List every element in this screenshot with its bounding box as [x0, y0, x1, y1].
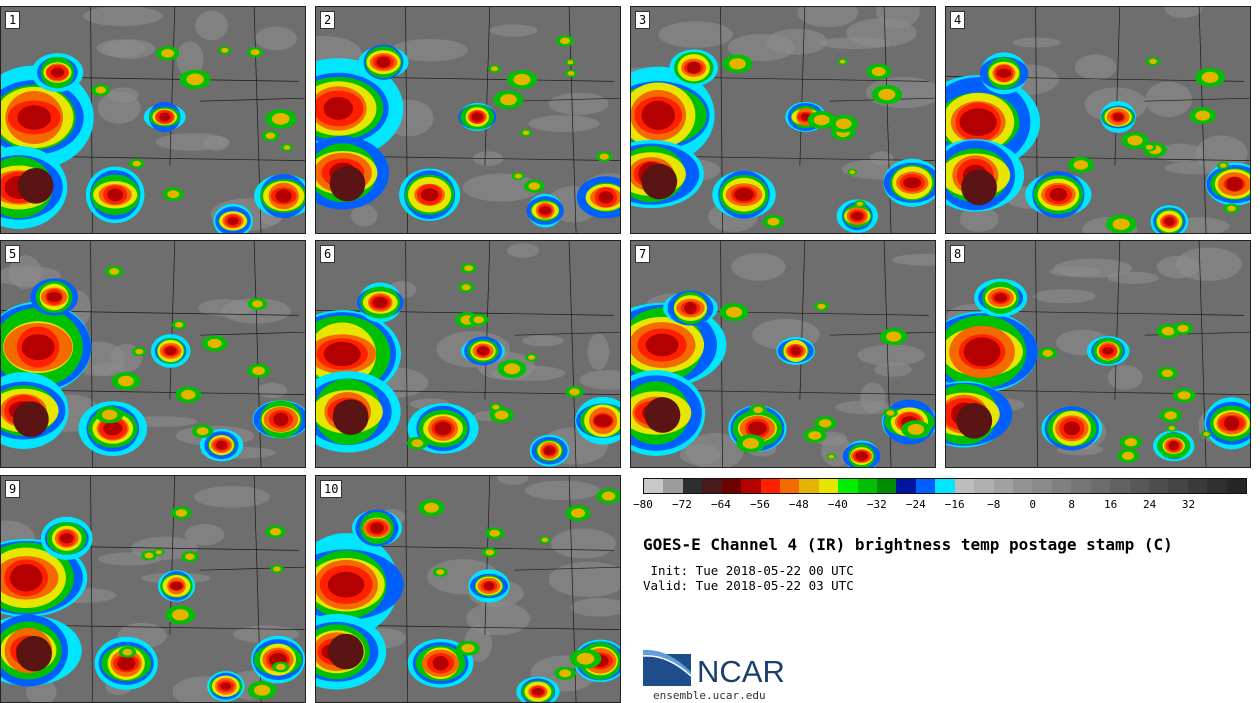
ncar-logo-icon: [643, 649, 692, 686]
colorbar-cell: [818, 479, 839, 493]
colorbar-cell: [1187, 479, 1208, 493]
panel-label: 2: [320, 11, 336, 29]
colorbar-cell: [663, 479, 683, 493]
colorbar-cell: [1032, 479, 1052, 493]
colorbar-cell: [799, 479, 819, 493]
panel-label: 10: [320, 480, 343, 498]
colorbar-cell: [1207, 479, 1227, 493]
colorbar: [643, 478, 1247, 494]
site-url: ensemble.ucar.edu: [653, 689, 766, 702]
colorbar-tick-label: −16: [944, 498, 965, 511]
panel-label: 4: [950, 11, 966, 29]
panel-label: 8: [950, 245, 966, 263]
stamp-panel-9: 9: [0, 475, 306, 703]
colorbar-cell: [741, 479, 761, 493]
ir-map-7: [631, 241, 935, 467]
ir-map-1: [1, 7, 305, 233]
stamp-panel-8: 8: [945, 240, 1251, 468]
colorbar-cell: [1168, 479, 1188, 493]
colorbar-cell: [877, 479, 897, 493]
ir-map-2: [316, 7, 620, 233]
colorbar-tick-label: 24: [1142, 498, 1157, 511]
colorbar-cell: [682, 479, 703, 493]
panel-label: 3: [635, 11, 651, 29]
colorbar-cell: [1051, 479, 1072, 493]
colorbar-cell: [721, 479, 742, 493]
colorbar-cell: [935, 479, 955, 493]
colorbar-tick-label: −64: [710, 498, 731, 511]
colorbar-tick-label: −40: [827, 498, 848, 511]
panel-label: 9: [5, 480, 21, 498]
colorbar-cell: [954, 479, 975, 493]
panel-label: 7: [635, 245, 651, 263]
colorbar-cell: [1013, 479, 1033, 493]
colorbar-ticks: −80 −72 −64 −56 −48 −40 −32 −24 −16 −8 0 8 16 24 32: [633, 496, 1247, 512]
colorbar-cell: [915, 479, 936, 493]
panel-label: 6: [320, 245, 336, 263]
stamp-panel-2: 2: [315, 6, 621, 234]
stamp-panel-7: 7: [630, 240, 936, 468]
stamp-panel-1: 1: [0, 6, 306, 234]
colorbar-tick-label: −72: [672, 498, 692, 511]
colorbar-cell: [974, 479, 994, 493]
colorbar-cell: [779, 479, 800, 493]
stamp-panel-10: 10: [315, 475, 621, 703]
ir-map-3: [631, 7, 935, 233]
colorbar-cell: [760, 479, 780, 493]
colorbar-cell: [644, 479, 664, 493]
colorbar-tick-label: −32: [866, 498, 887, 511]
colorbar-cell: [702, 479, 722, 493]
colorbar-cell: [896, 479, 916, 493]
colorbar-tick-label: 16: [1103, 498, 1118, 511]
ir-map-10: [316, 476, 620, 702]
ir-map-4: [946, 7, 1250, 233]
colorbar-tick-label: 32: [1181, 498, 1196, 511]
stamp-panel-3: 3: [630, 6, 936, 234]
colorbar-tick-label: 8: [1068, 498, 1075, 511]
stamp-panel-4: 4: [945, 6, 1251, 234]
ir-map-6: [316, 241, 620, 467]
colorbar-tick-label: −48: [788, 498, 809, 511]
colorbar-cell: [1110, 479, 1130, 493]
colorbar-cell: [1148, 479, 1169, 493]
colorbar-tick-label: −8: [987, 498, 1001, 511]
colorbar-cell: [857, 479, 878, 493]
ir-map-8: [946, 241, 1250, 467]
stamp-panel-6: 6: [315, 240, 621, 468]
ir-map-5: [1, 241, 305, 467]
stamp-panel-5: 5: [0, 240, 306, 468]
valid-time: Valid: Tue 2018-05-22 03 UTC: [643, 578, 854, 593]
colorbar-cell: [1226, 479, 1247, 493]
colorbar-cell: [1071, 479, 1091, 493]
ir-map-9: [1, 476, 305, 702]
colorbar-cell: [1090, 479, 1111, 493]
init-time: Init: Tue 2018-05-22 00 UTC: [643, 563, 854, 578]
logo-wordmark: NCAR: [697, 654, 785, 689]
panel-label: 1: [5, 11, 21, 29]
colorbar-cell: [993, 479, 1014, 493]
colorbar-tick-label: −80: [633, 498, 653, 511]
colorbar-cell: [838, 479, 858, 493]
colorbar-cell: [1129, 479, 1149, 493]
figure-title: GOES-E Channel 4 (IR) brightness temp po…: [643, 535, 1173, 554]
colorbar-tick-label: 0: [1029, 498, 1036, 511]
panel-label: 5: [5, 245, 21, 263]
colorbar-tick-label: −24: [905, 498, 926, 511]
colorbar-tick-label: −56: [749, 498, 770, 511]
